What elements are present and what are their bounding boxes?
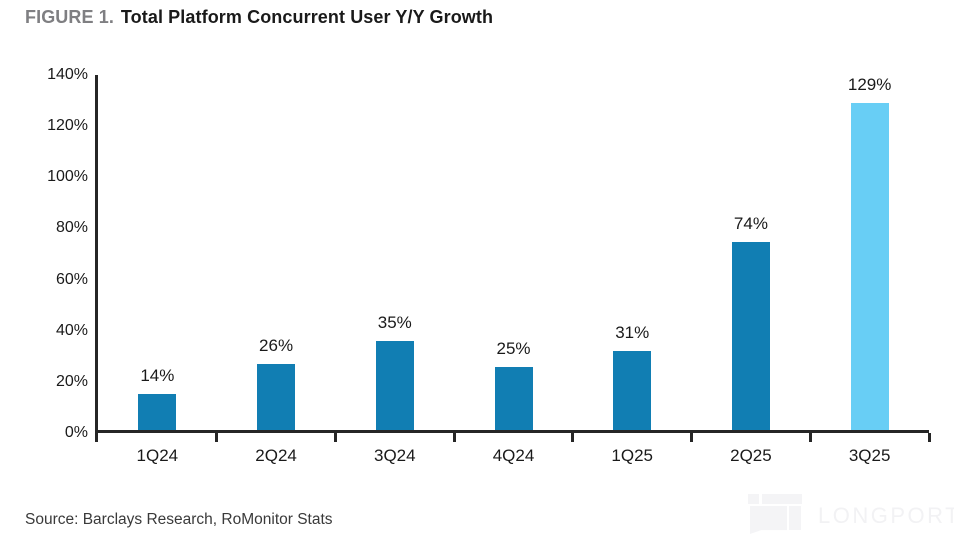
y-tick-label-60%: 60%: [55, 270, 88, 288]
bar-group-1q25: 31%: [613, 75, 652, 430]
longport-logo-icon: [762, 494, 802, 504]
x-tick-label-3q25: 3Q25: [848, 446, 891, 465]
bar-2q25: [731, 242, 770, 430]
x-axis-tick: [808, 433, 812, 442]
x-tick-label-3q24: 3Q24: [373, 446, 416, 465]
x-tick-label-1q24: 1Q24: [136, 446, 179, 465]
y-tick-label-80%: 80%: [55, 219, 88, 237]
longport-logo-icon: [789, 506, 801, 530]
bar-group-3q24: 35%: [375, 75, 414, 430]
bar-3q25: [850, 103, 889, 430]
y-tick-label-100%: 100%: [47, 168, 88, 186]
bar-group-4q24: 25%: [494, 75, 533, 430]
bar-4q24: [494, 367, 533, 430]
bar-value-label-3q25: 129%: [847, 75, 892, 94]
x-tick-label-1q25: 1Q25: [611, 446, 653, 465]
longport-logo-icon: [748, 494, 759, 504]
source-note: Source: Barclays Research, RoMonitor Sta…: [25, 511, 333, 528]
x-tick-label-4q24: 4Q24: [492, 446, 535, 465]
y-tick-label-140%: 140%: [47, 66, 88, 83]
x-tick-label-2q25: 2Q25: [730, 446, 772, 465]
bar-group-1q24: 14%: [138, 75, 177, 430]
x-axis-tick: [333, 433, 337, 442]
y-tick-label-120%: 120%: [47, 117, 88, 135]
bar-value-label-4q24: 25%: [496, 339, 531, 358]
longport-logo-icon: [750, 506, 787, 534]
bar-1q24: [138, 394, 177, 430]
y-tick-label-40%: 40%: [55, 321, 88, 339]
x-axis-tick: [452, 433, 456, 442]
bar-value-label-3q24: 35%: [377, 313, 412, 332]
figure-title-text: Total Platform Concurrent User Y/Y Growt…: [120, 7, 494, 27]
bar-group-3q25: 129%: [847, 75, 892, 430]
bar-1q25: [613, 351, 652, 430]
x-axis-labels: 1Q24 2Q24 3Q24 4Q24 1Q25 2Q25 3Q25: [98, 446, 929, 470]
y-tick-label-20%: 20%: [55, 372, 88, 390]
x-axis-tick: [95, 433, 98, 442]
bar-value-label-2q24: 26%: [259, 336, 294, 355]
bar-value-label-2q25: 74%: [733, 214, 768, 233]
bar-value-label-1q24: 14%: [140, 366, 175, 385]
x-axis-tick: [927, 433, 931, 442]
bar-value-label-1q25: 31%: [615, 323, 650, 342]
x-axis-tick: [690, 433, 694, 442]
plot-area: 14% 26% 35% 25% 31% 74% 129%: [95, 75, 931, 442]
longport-watermark-text: LONGPORT: [818, 503, 954, 528]
bar-group-2q25: 74%: [731, 75, 770, 430]
y-axis-labels: 0% 20% 40% 60% 80% 100% 120% 140%: [0, 66, 88, 455]
bar-2q24: [257, 364, 296, 430]
figure-number-label: FIGURE 1.: [25, 7, 114, 27]
figure-title: FIGURE 1. Total Platform Concurrent User …: [25, 7, 493, 28]
x-tick-label-2q24: 2Q24: [255, 446, 297, 465]
y-tick-label-0%: 0%: [64, 424, 88, 441]
bar-3q24: [375, 341, 414, 430]
longport-watermark: LONGPORT: [748, 492, 954, 536]
x-axis-tick: [215, 433, 219, 442]
bar-group-2q24: 26%: [257, 75, 296, 430]
x-axis-tick: [571, 433, 575, 442]
